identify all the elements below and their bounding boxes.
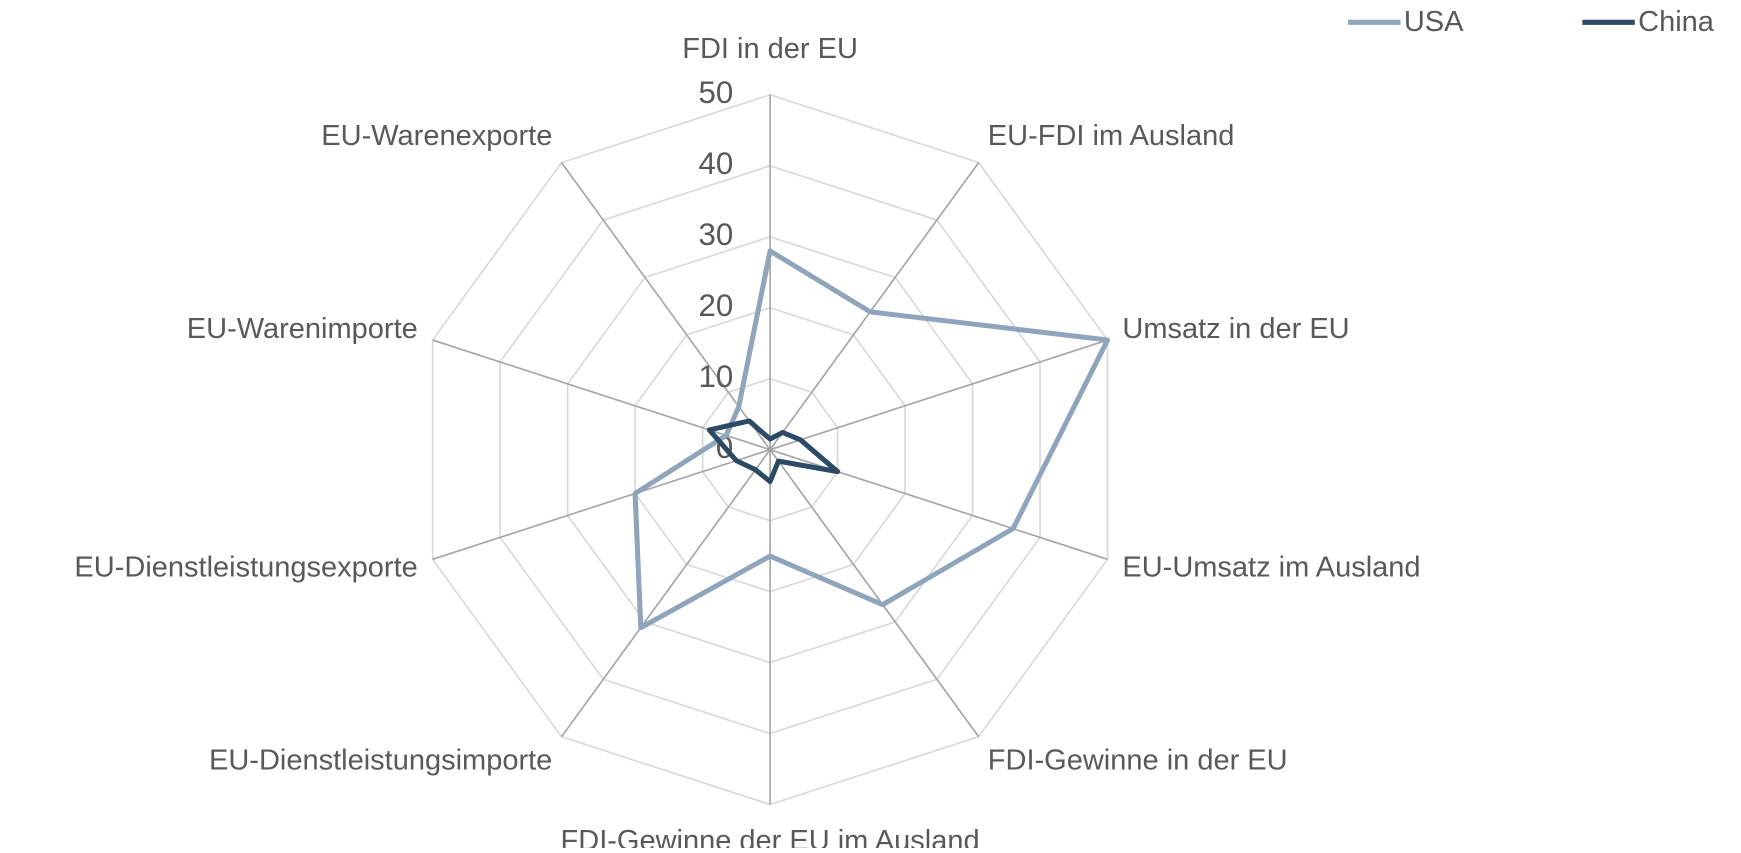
spoke <box>560 162 771 451</box>
spoke <box>432 448 771 561</box>
category-label: EU-FDI im Ausland <box>988 120 1235 152</box>
legend-label: China <box>1638 6 1715 38</box>
category-label: EU-Umsatz im Ausland <box>1122 552 1420 584</box>
category-label: EU-Warenexporte <box>321 120 552 152</box>
legend-label: USA <box>1404 6 1464 38</box>
category-label: FDI-Gewinne der EU im Ausland <box>561 825 980 848</box>
spoke <box>769 449 980 738</box>
tick-label: 40 <box>699 146 734 181</box>
category-label: EU-Dienstleistungsimporte <box>209 745 552 777</box>
spoke <box>560 449 771 738</box>
series-line <box>706 418 841 485</box>
category-label: FDI-Gewinne in der EU <box>988 745 1288 777</box>
tick-label: 20 <box>699 288 734 323</box>
category-label: Umsatz in der EU <box>1122 313 1349 345</box>
tick-label: 50 <box>699 75 734 110</box>
category-label: EU-Dienstleistungsexporte <box>74 552 417 584</box>
tick-label: 30 <box>699 217 734 252</box>
spoke <box>769 339 1108 451</box>
spoke <box>769 162 980 451</box>
category-label: FDI in der EU <box>682 33 858 65</box>
tick-label: 10 <box>699 359 734 394</box>
category-label: EU-Warenimporte <box>187 313 418 345</box>
